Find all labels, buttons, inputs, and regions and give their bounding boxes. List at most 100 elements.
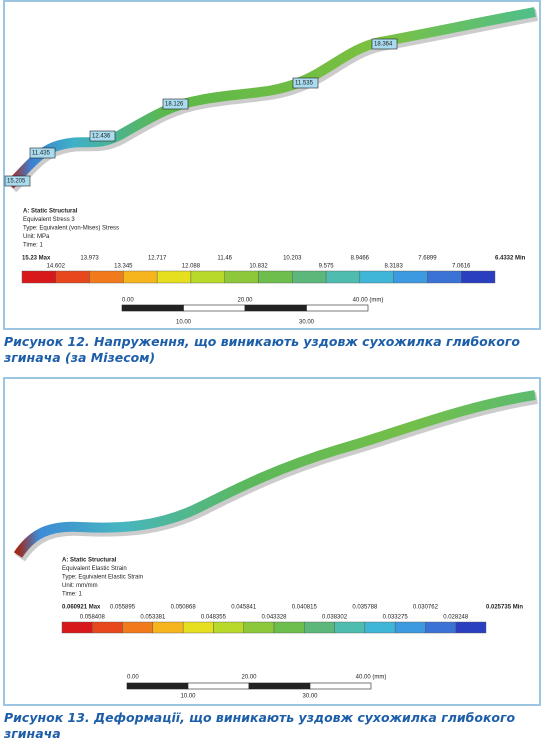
colorbar-band: [190, 270, 225, 284]
colorbar-label: 10.832: [249, 264, 268, 270]
probe-label: 18.126: [165, 102, 184, 108]
colorbar-band: [425, 621, 456, 634]
tendon: [6, 7, 536, 189]
figure: 15.205 11.435 12.436 18.126 11.535 18.364 A: S…: [3, 0, 541, 330]
scale-segment: [309, 682, 372, 690]
colorbar-label: 0.025735 Min: [486, 605, 523, 611]
legend-line: A: Static Structural: [23, 209, 78, 215]
colorbar-label: 7.6899: [418, 256, 437, 262]
colorbar-label: 10.203: [283, 256, 302, 262]
colorbar-band: [182, 621, 214, 634]
probe-label: 11.535: [295, 81, 314, 87]
colorbar-label: 0.045841: [231, 605, 257, 611]
colorbar-label: 0.050868: [171, 605, 197, 611]
colorbar-band: [122, 621, 154, 634]
colorbar-band: [359, 270, 394, 284]
scale-segment: [121, 304, 184, 312]
scale-label: 0.00: [127, 675, 139, 681]
colorbar-band: [156, 270, 192, 284]
colorbar-band: [325, 270, 361, 284]
colorbar-label: 0.038302: [322, 615, 348, 621]
colorbar-label: 0.028248: [443, 615, 469, 621]
colorbar-label: 0.030762: [413, 605, 439, 611]
colorbar-label: 9.575: [319, 264, 335, 270]
probe-box: [371, 38, 398, 50]
colorbar-band: [461, 270, 496, 284]
colorbar-label: 8.3183: [384, 264, 403, 270]
colorbar-label: 0.033275: [383, 615, 409, 621]
scale-segment: [244, 304, 307, 312]
colorbar-band: [455, 621, 487, 634]
probe-box: [4, 175, 31, 187]
legend-line: Unit: MPa: [23, 234, 50, 240]
figure: A: Static Structural Equivalent Elastic S…: [3, 377, 541, 706]
colorbar-label: 0.035788: [352, 605, 378, 611]
colorbar-band: [427, 270, 462, 284]
colorbar-label: 7.0616: [452, 264, 471, 270]
legend-line: Equivalent Elastic Strain: [62, 566, 127, 572]
legend-line: Unit: mm/mm: [62, 583, 98, 589]
scale-label: 10.00: [180, 694, 196, 700]
scale-label: 0.00: [122, 298, 134, 304]
scale-segment: [187, 682, 250, 690]
colorbar-band: [364, 621, 396, 634]
probe-box: [292, 77, 319, 89]
scale-label: 20.00: [237, 298, 253, 304]
scale-segment: [306, 304, 369, 312]
scale-label: 40.00 (mm): [353, 298, 384, 304]
probe-label: 18.364: [374, 42, 393, 48]
colorbar-band: [224, 270, 259, 284]
tendon: [13, 390, 536, 558]
colorbar-label: 8.9466: [351, 256, 370, 262]
legend-line: Equivalent Stress 3: [23, 217, 75, 223]
probe-label: 15.205: [7, 179, 26, 185]
caption: Рисунок 12. Напруження, що виникають узд…: [4, 334, 520, 365]
colorbar-band: [334, 621, 366, 634]
scale-segment: [126, 682, 189, 690]
colorbar-label: 0.043328: [261, 615, 287, 621]
scale-segment: [248, 682, 311, 690]
probe-label: 11.435: [32, 151, 51, 157]
legend-line: Time: 1: [23, 243, 43, 249]
legend-line: Type: Equivalent (von-Mises) Stress: [23, 226, 119, 232]
colorbar-band: [92, 621, 123, 634]
colorbar-band: [61, 621, 93, 634]
scale-label: 40.00 (mm): [356, 675, 387, 681]
probe-label: 12.436: [92, 134, 111, 140]
colorbar-label: 0.058408: [80, 615, 106, 621]
colorbar-band: [292, 270, 327, 284]
colorbar-band: [304, 621, 335, 634]
legend-line: Type: Equivalent Elastic Strain: [62, 575, 143, 581]
probe-box: [89, 130, 116, 142]
colorbar-label: 12.717: [148, 256, 167, 262]
colorbar-band: [273, 621, 305, 634]
colorbar-band: [152, 621, 184, 634]
figure-frame: [3, 377, 541, 706]
scale-label: 20.00: [241, 675, 257, 681]
colorbar-label: 11.46: [217, 256, 232, 262]
scale-label: 30.00: [302, 694, 318, 700]
colorbar-label: 13.345: [114, 264, 133, 270]
colorbar-label: 0.053381: [140, 615, 166, 621]
colorbar-label: 0.040815: [292, 605, 318, 611]
colorbar-label: 6.4332 Min: [495, 256, 526, 262]
colorbar-band: [243, 621, 275, 634]
colorbar-label: 0.048355: [201, 615, 227, 621]
colorbar-band: [89, 270, 124, 284]
legend-line: A: Static Structural: [62, 558, 117, 564]
colorbar-band: [258, 270, 293, 284]
colorbar-band: [213, 621, 244, 634]
caption: Рисунок 13. Деформації, що виникають узд…: [4, 710, 516, 741]
colorbar-band: [393, 270, 428, 284]
colorbar-band: [55, 270, 90, 284]
colorbar-label: 12.088: [182, 264, 201, 270]
scale-label: 10.00: [176, 320, 192, 326]
scale-label: 30.00: [299, 320, 315, 326]
scale-segment: [183, 304, 246, 312]
colorbar-band: [21, 270, 56, 284]
probe-box: [29, 147, 56, 159]
colorbar-label: 13.973: [80, 256, 99, 262]
colorbar-label: 15.23 Max: [22, 256, 51, 262]
colorbar-label: 0.055895: [110, 605, 136, 611]
